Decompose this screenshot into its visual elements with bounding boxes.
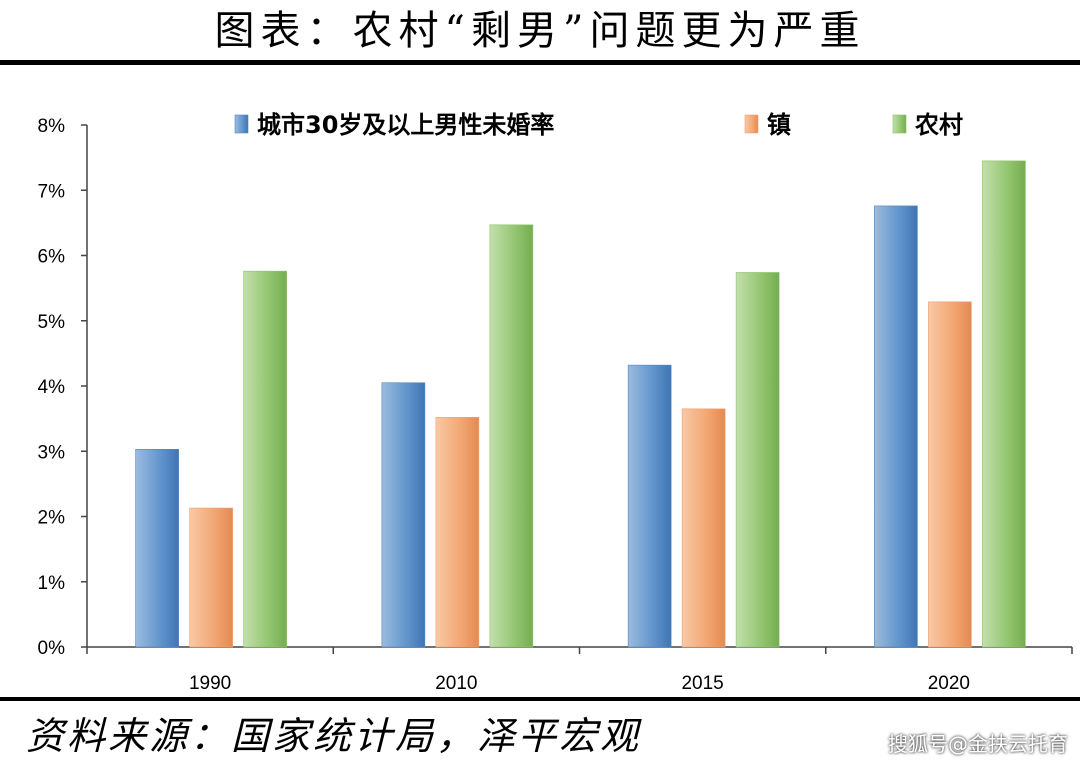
bar-chart: 0% 1% 2% 3% 4% 5% 6% 7% 8% 1990 2010 2015 2020 城市30岁… [38,111,1073,690]
page-title: 图表：农村“剩男”问题更为严重 [214,8,866,54]
y-tick-label: 6% [38,247,66,268]
bar-blue [627,364,672,648]
legend: 城市30岁及以上男性未婚率 镇 农村 [234,111,963,139]
bar-green [489,224,534,648]
y-tick-label: 2% [38,508,66,529]
x-tick-label: 2020 [928,673,970,690]
legend-label: 城市30岁及以上男性未婚率 [257,111,554,139]
legend-swatch-orange [744,114,759,134]
bar-blue [381,382,426,648]
bar-green [735,272,780,648]
bar-blue [874,205,918,648]
bar-green [243,270,287,648]
bar-orange [435,417,480,648]
bar-orange [681,408,726,648]
watermark: 搜狐号@金扶云托育 [888,732,1068,756]
legend-label: 农村 [914,111,963,139]
y-tick-label: 4% [38,377,66,398]
y-tick-label: 3% [38,442,66,463]
legend-swatch-blue [234,114,249,134]
x-tick-label: 1990 [189,673,231,690]
bars [135,160,1026,648]
y-tick-label: 7% [38,181,66,202]
x-tick-label: 2010 [435,673,477,690]
legend-label: 镇 [767,111,791,139]
legend-swatch-green [892,114,907,134]
bar-green [982,160,1026,648]
y-tick-label: 0% [38,638,66,659]
bottom-divider [0,697,1080,701]
bar-blue [135,448,179,648]
y-tick-label: 5% [38,312,66,333]
bar-orange [928,301,972,648]
source-note: 资料来源：国家统计局，泽平宏观 [26,714,642,758]
bar-orange [189,507,233,648]
top-divider [0,60,1080,65]
x-tick-label: 2015 [681,673,723,690]
y-tick-label: 1% [38,573,66,594]
y-tick-label: 8% [38,116,66,137]
